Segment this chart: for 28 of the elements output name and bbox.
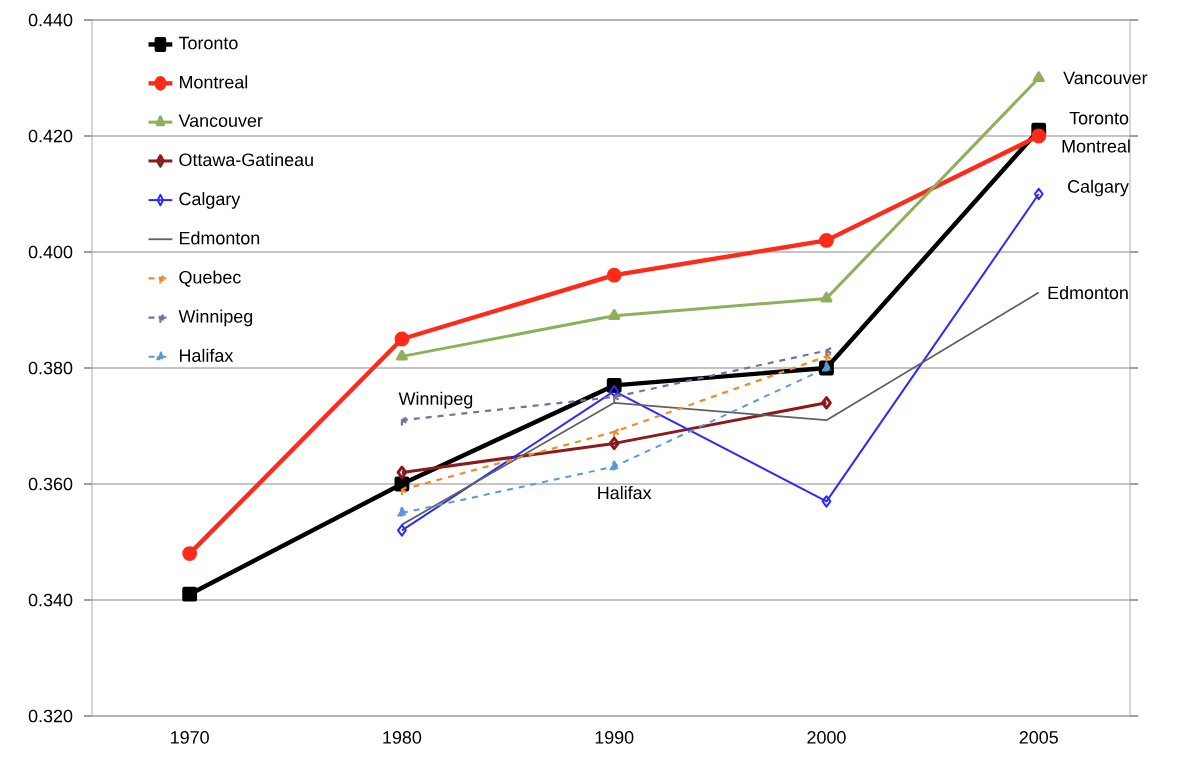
y-tick-label: 0.400	[28, 245, 73, 259]
y-tick-label: 0.440	[28, 13, 73, 27]
annotation: Halifax	[598, 486, 652, 500]
annotation: Winnipeg	[398, 391, 473, 409]
x-tick-label: 1980	[383, 731, 422, 744]
legend-label: Halifax	[179, 348, 234, 362]
y-tick-label: 0.360	[28, 477, 73, 491]
legend-label: Winnipeg	[178, 309, 253, 327]
annotation: Vancouver	[1063, 71, 1148, 85]
legend-label: Ottawa-Gatineau	[179, 152, 313, 167]
y-tick-label: 0.420	[28, 129, 73, 143]
annotation: Toronto	[1069, 111, 1129, 125]
legend-label: Toronto	[178, 36, 238, 50]
x-tick-label: 1970	[171, 731, 209, 744]
y-tick-label: 0.380	[28, 361, 73, 375]
y-tick-label: 0.320	[28, 709, 73, 723]
x-tick-label: 2005	[1019, 731, 1058, 744]
legend-label: Edmonton	[179, 231, 260, 245]
annotation: Calgary	[1068, 179, 1129, 197]
x-tick-label: 2000	[807, 731, 846, 744]
y-tick-label: 0.340	[28, 593, 73, 607]
legend-label: Quebec	[179, 270, 241, 287]
annotation: Montreal	[1062, 139, 1130, 153]
annotation: Edmonton	[1048, 286, 1128, 300]
legend-label: Montreal	[179, 75, 248, 89]
legend-label: Vancouver	[178, 114, 263, 127]
x-tick-label: 1990	[595, 731, 634, 744]
legend-label: Calgary	[179, 192, 241, 209]
